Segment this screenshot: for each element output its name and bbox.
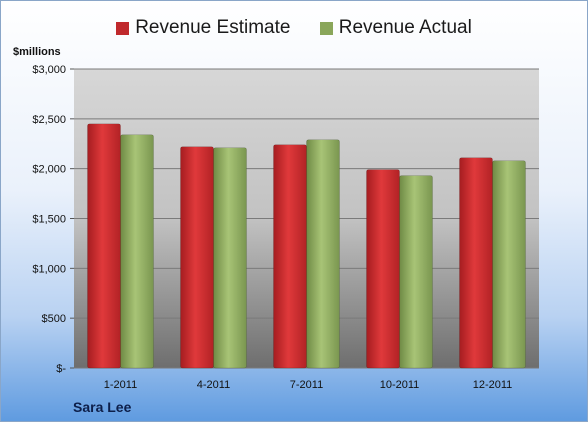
x-tick-label: 7-2011 — [290, 379, 323, 391]
legend-swatch-actual — [319, 21, 333, 35]
y-tick-label: $2,500 — [32, 114, 66, 126]
bar-estimate — [87, 123, 121, 369]
legend-item-estimate: Revenue Estimate — [116, 17, 290, 39]
company-name: Sara Lee — [73, 399, 132, 415]
x-tick-label: 1-2011 — [104, 379, 137, 391]
chart-legend: Revenue Estimate Revenue Actual — [1, 17, 587, 41]
bar-actual — [213, 147, 247, 369]
y-tick-label: $1,000 — [32, 263, 66, 275]
y-axis-ticks: $- $500 $1,000 $1,500 $2,000 $2,500 $3,000 — [32, 64, 66, 375]
legend-item-actual: Revenue Actual — [319, 17, 472, 39]
x-tick-label: 12-2011 — [473, 379, 513, 391]
legend-label-actual: Revenue Actual — [338, 17, 472, 38]
legend-label-estimate: Revenue Estimate — [135, 17, 291, 38]
x-tick-label: 4-2011 — [197, 379, 230, 391]
bar-estimate — [366, 169, 400, 369]
y-tick-label: $- — [56, 363, 66, 375]
y-tick-label: $1,500 — [32, 214, 66, 226]
y-tick-label: $3,000 — [32, 64, 66, 76]
bars — [87, 123, 526, 369]
legend-swatch-estimate — [116, 21, 130, 35]
x-tick-label: 10-2011 — [380, 379, 420, 391]
y-tick-label: $500 — [42, 313, 66, 325]
bar-estimate — [459, 157, 493, 369]
bar-estimate — [180, 146, 214, 369]
x-axis-ticks: 1-2011 4-2011 7-2011 10-2011 12-2011 — [104, 379, 513, 391]
bar-actual — [492, 160, 526, 369]
y-unit-label: $millions — [13, 46, 61, 58]
bar-actual — [306, 139, 340, 369]
bar-estimate — [273, 144, 307, 369]
bar-actual — [120, 134, 154, 369]
bar-actual — [399, 175, 433, 369]
y-tick-label: $2,000 — [32, 164, 66, 176]
